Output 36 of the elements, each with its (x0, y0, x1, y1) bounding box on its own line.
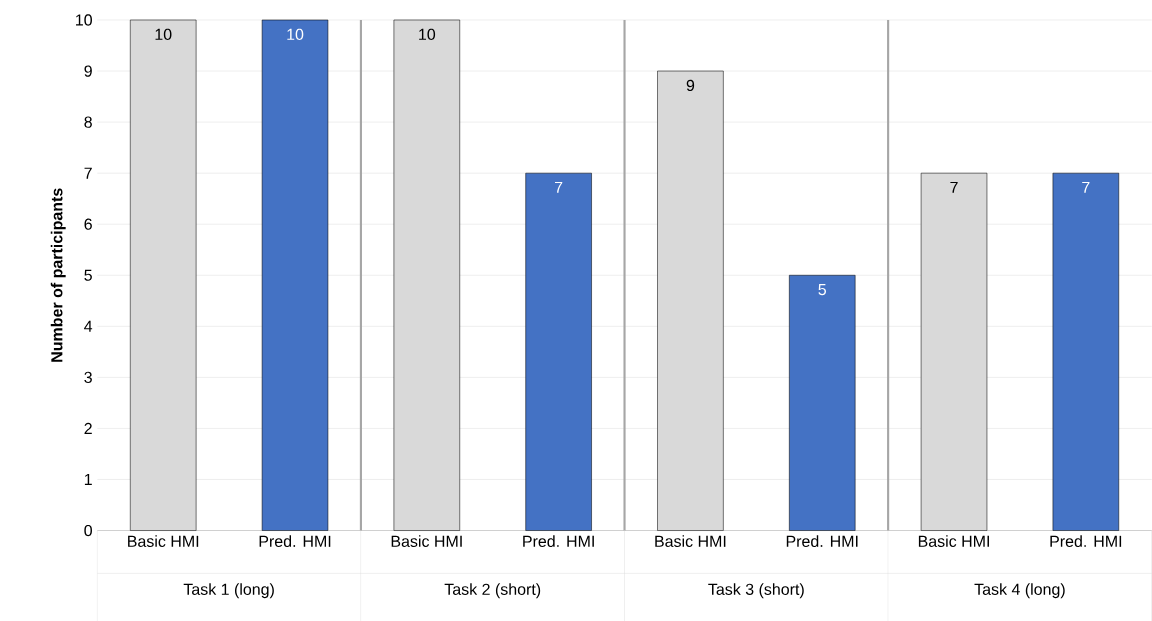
text: Basic HMI (128, 535, 199, 547)
series-label: Basic HMI (391, 535, 462, 547)
x-tick-label: Task 2 (short) (444, 583, 541, 598)
data-label: 10 (419, 28, 436, 40)
y-axis-title: Number of participants (50, 188, 66, 362)
y-tick-label: 1 (84, 473, 92, 485)
bar (1052, 172, 1120, 531)
data-label: 7 (555, 181, 563, 193)
y-tick-label: 9 (84, 65, 92, 77)
bar (525, 172, 592, 531)
y-tick-label: 4 (84, 320, 93, 332)
y-tick-label: 10 (76, 14, 92, 26)
y-tick-label: 5 (84, 269, 92, 281)
text: Pred. HMI (786, 535, 858, 547)
data-label: 7 (950, 181, 958, 193)
x-tick-label: Task 4 (long) (974, 583, 1065, 598)
y-tick-label: 2 (84, 422, 92, 434)
text: Pred. HMI (259, 535, 331, 547)
data-label: 10 (155, 28, 172, 40)
bar (789, 274, 856, 531)
data-label: 9 (686, 79, 695, 91)
series-label: Pred. HMI (1050, 535, 1122, 547)
text: Basic HMI (918, 535, 989, 547)
bar (261, 19, 329, 531)
x-tick-label: Task 3 (short) (708, 583, 804, 598)
data-label: 10 (287, 28, 304, 40)
x-tick-label: Task 1 (long) (183, 583, 274, 598)
text: Pred. HMI (523, 535, 594, 547)
data-label: 7 (1082, 181, 1090, 193)
text: Basic HMI (655, 535, 726, 547)
y-tick-label: 6 (84, 218, 92, 230)
y-tick-label: 7 (84, 167, 92, 179)
y-tick-label: 0 (84, 524, 92, 536)
y-tick-label: 8 (84, 116, 92, 128)
data-label: 5 (818, 283, 826, 295)
y-tick-label: 3 (84, 371, 92, 383)
